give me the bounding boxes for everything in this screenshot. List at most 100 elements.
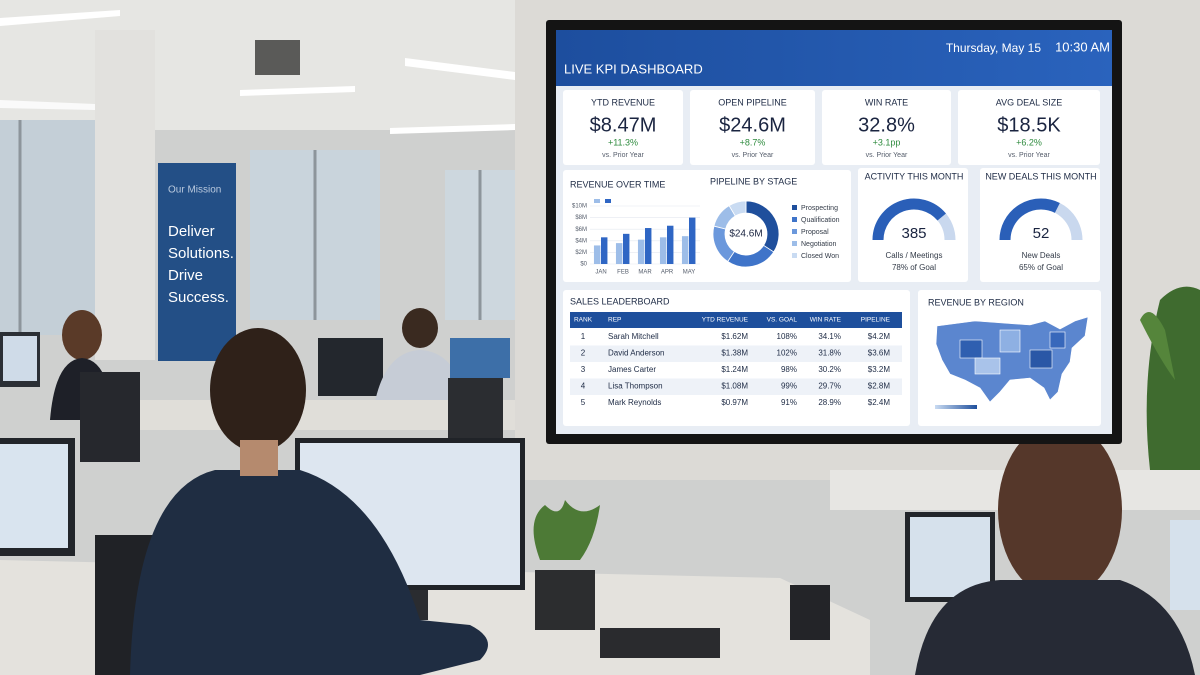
gauge-fill	[999, 198, 1060, 241]
table-cell: David Anderson	[608, 349, 664, 358]
kpi-label: OPEN PIPELINE	[718, 97, 787, 107]
chart-title: ACTIVITY THIS MONTH	[865, 171, 964, 181]
table-cell: $1.62M	[721, 332, 748, 341]
table-row-stripe	[570, 378, 902, 395]
map-region	[959, 339, 983, 359]
map-legend	[935, 405, 977, 409]
kpi-label: AVG DEAL SIZE	[996, 97, 1063, 107]
legend-swatch	[792, 229, 797, 234]
bar	[593, 245, 601, 264]
table-cell: $3.2M	[868, 365, 891, 374]
table-cell: 98%	[781, 365, 797, 374]
table-cell: $3.6M	[868, 349, 891, 358]
table-header-cell: REP	[608, 317, 621, 324]
monitor-screen	[910, 517, 990, 597]
poster-heading: Our Mission	[168, 185, 221, 196]
gauge-value: 385	[901, 225, 926, 242]
legend-label: Qualification	[801, 217, 840, 224]
map-region	[1029, 349, 1053, 369]
chart-title: REVENUE OVER TIME	[570, 179, 665, 189]
kpi-note: vs. Prior Year	[602, 152, 644, 159]
bar	[637, 239, 645, 264]
legend-swatch	[792, 241, 797, 246]
table-cell: 29.7%	[818, 382, 841, 391]
bar	[667, 225, 674, 264]
keyboard	[600, 628, 720, 658]
plant-leaf	[1140, 312, 1175, 380]
legend-swatch	[594, 199, 600, 203]
legend-swatch	[792, 253, 797, 258]
person-neck	[240, 440, 278, 476]
donut-segment	[728, 200, 747, 217]
map-region	[1049, 331, 1066, 349]
table-title: SALES LEADERBOARD	[570, 296, 670, 306]
table-cell: 102%	[777, 349, 797, 358]
gauge-caption: Calls / Meetings	[886, 251, 943, 260]
table-header-cell: VS. GOAL	[767, 317, 798, 324]
card	[980, 168, 1100, 282]
chart-title: PIPELINE BY STAGE	[710, 176, 797, 186]
legend-swatch	[792, 205, 797, 210]
kpi-value: $8.47M	[590, 114, 657, 136]
table-cell: 108%	[777, 332, 797, 341]
dashboard-title: LIVE KPI DASHBOARD	[564, 61, 703, 76]
table-cell: 31.8%	[818, 349, 841, 358]
monitor-screen	[0, 444, 68, 548]
person-head	[402, 308, 438, 348]
poster-line: Solutions.	[168, 245, 234, 262]
gauge-goal: 78% of Goal	[892, 263, 936, 272]
x-tick-label: FEB	[617, 270, 629, 276]
dashboard-header	[556, 30, 1112, 86]
kpi-value: 32.8%	[858, 114, 915, 136]
card	[822, 90, 951, 165]
card	[958, 90, 1100, 165]
monitor	[318, 338, 383, 396]
y-tick-label: $4M	[575, 238, 587, 244]
kpi-label: WIN RATE	[865, 97, 908, 107]
kpi-change: +11.3%	[608, 137, 638, 147]
poster-line: Success.	[168, 289, 229, 306]
card	[690, 90, 815, 165]
dashboard-date: Thursday, May 15	[946, 41, 1041, 55]
card	[563, 170, 851, 282]
table-cell: $1.08M	[721, 382, 748, 391]
y-tick-label: $8M	[575, 215, 587, 221]
chair	[448, 378, 503, 438]
gauge-goal: 65% of Goal	[1019, 263, 1063, 272]
ceiling-light	[0, 100, 95, 110]
monitor-screen	[1170, 520, 1200, 610]
ceiling-light	[0, 10, 120, 26]
legend-swatch	[605, 199, 611, 203]
person-head	[210, 328, 306, 452]
plant	[533, 500, 600, 560]
table-cell: 4	[581, 382, 586, 391]
x-tick-label: JAN	[595, 270, 606, 276]
poster	[158, 163, 236, 361]
y-tick-label: $2M	[575, 250, 587, 256]
person-body	[130, 470, 488, 675]
table-cell: 28.9%	[818, 398, 841, 407]
pen-cup	[790, 585, 830, 640]
bar	[681, 236, 689, 264]
monitor-screen	[3, 336, 37, 381]
column	[95, 30, 155, 360]
bar	[645, 228, 652, 264]
window	[0, 120, 95, 335]
ceiling-light	[405, 58, 515, 80]
plant-pot	[535, 570, 595, 630]
y-tick-label: $6M	[575, 227, 587, 233]
legend-label: Negotiation	[801, 241, 837, 248]
chart-title: NEW DEALS THIS MONTH	[985, 171, 1096, 181]
table-cell: $1.24M	[721, 365, 748, 374]
legend-label: Prospecting	[801, 205, 838, 212]
bar	[601, 237, 608, 264]
y-tick-label: $10M	[572, 204, 587, 210]
chair	[80, 372, 140, 462]
ceiling-light	[390, 124, 515, 134]
table-cell: Sarah Mitchell	[608, 332, 659, 341]
table-cell: 2	[581, 349, 586, 358]
table-header-cell: PIPELINE	[861, 317, 891, 324]
person-body	[915, 580, 1195, 675]
